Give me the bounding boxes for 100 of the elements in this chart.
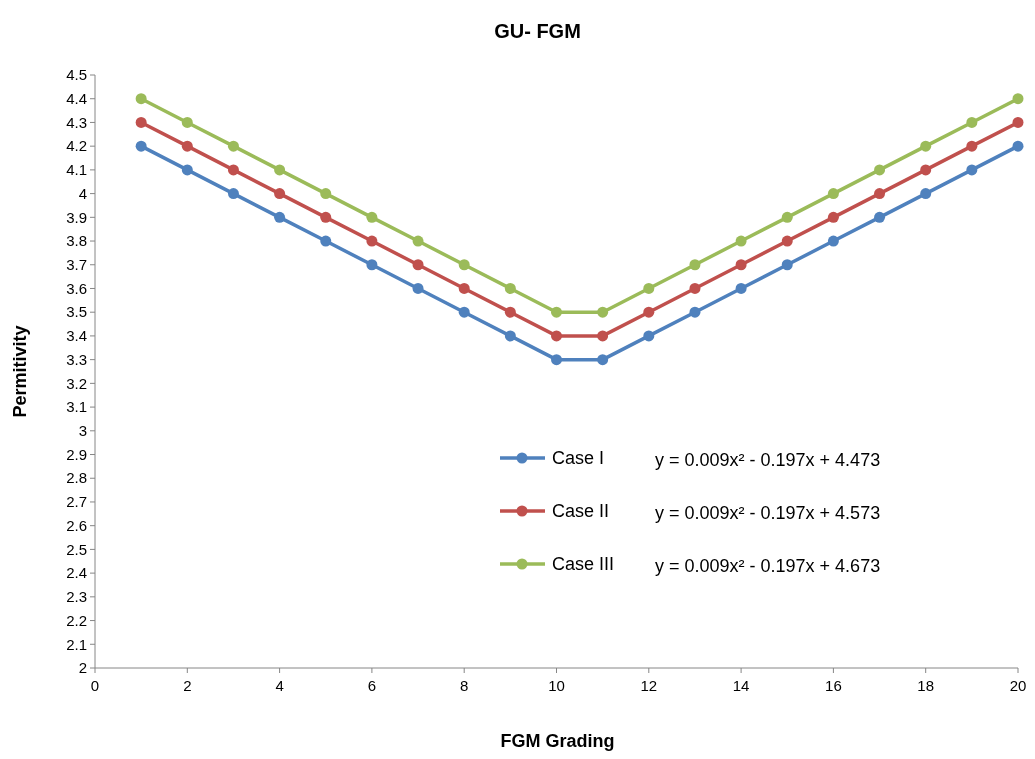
point	[320, 211, 332, 223]
legend-label: Case II	[552, 501, 610, 522]
point	[966, 140, 978, 152]
point	[412, 282, 424, 294]
point	[1012, 116, 1024, 128]
point	[458, 259, 470, 271]
x-tick-label: 10	[548, 677, 565, 694]
point	[689, 282, 701, 294]
point	[551, 354, 562, 366]
point	[643, 330, 655, 342]
point	[781, 211, 793, 223]
point	[504, 306, 516, 318]
point	[412, 235, 424, 247]
y-tick-label: 3.5	[66, 303, 87, 321]
x-tick-label: 20	[1009, 677, 1027, 694]
annotation: y = 0.009x² - 0.197x + 4.673	[655, 556, 881, 577]
point	[458, 306, 470, 318]
point	[874, 164, 886, 176]
point	[458, 282, 470, 294]
legend-label: Case III	[552, 554, 615, 575]
y-tick-label: 2.5	[66, 540, 87, 558]
point	[1012, 93, 1024, 105]
point	[735, 282, 747, 294]
annotation: y = 0.009x² - 0.197x + 4.473	[655, 450, 881, 471]
point	[735, 235, 747, 247]
point	[227, 164, 239, 176]
y-tick-label: 2	[78, 659, 87, 677]
chart-title: GU- FGM	[494, 20, 581, 42]
x-tick-label: 16	[825, 677, 842, 694]
point	[366, 235, 378, 247]
y-tick-label: 2.7	[66, 493, 87, 511]
y-tick-label: 2.8	[66, 469, 87, 487]
point	[827, 188, 839, 200]
y-tick-label: 4.3	[66, 113, 87, 131]
point	[412, 259, 424, 271]
y-tick-label: 3.6	[66, 279, 87, 297]
point	[689, 306, 701, 318]
point	[320, 235, 332, 247]
point	[920, 188, 932, 200]
y-tick-label: 4	[78, 184, 87, 202]
point	[966, 116, 978, 128]
point	[135, 116, 147, 128]
point	[597, 306, 609, 318]
y-tick-label: 3	[78, 422, 87, 440]
point	[181, 116, 193, 128]
x-tick-label: 18	[917, 677, 935, 694]
y-tick-label: 4.1	[66, 161, 87, 179]
point	[227, 188, 239, 200]
point	[966, 164, 978, 176]
point	[827, 235, 839, 247]
point	[597, 330, 609, 342]
y-tick-label: 2.9	[66, 445, 87, 463]
point	[643, 306, 655, 318]
y-tick-label: 3.7	[66, 256, 87, 274]
point	[735, 259, 747, 271]
x-tick-label: 0	[90, 677, 100, 694]
y-tick-label: 3.9	[66, 208, 87, 226]
y-tick-label: 4.2	[66, 137, 87, 155]
point	[827, 211, 839, 223]
point	[781, 235, 793, 247]
point	[320, 188, 332, 200]
legend-label: Case I	[552, 448, 605, 469]
x-tick-label: 4	[275, 677, 284, 694]
x-tick-label: 2	[183, 677, 192, 694]
y-tick-label: 3.1	[66, 398, 87, 416]
y-tick-label: 3.4	[66, 327, 87, 345]
y-tick-label: 3.3	[66, 350, 87, 368]
y-tick-label: 4.5	[66, 66, 87, 84]
point	[181, 140, 193, 152]
point	[920, 164, 932, 176]
x-tick-label: 14	[732, 677, 750, 694]
point	[551, 306, 562, 318]
point	[366, 211, 378, 223]
annotation: y = 0.009x² - 0.197x + 4.573	[655, 503, 881, 524]
point	[274, 188, 286, 200]
point	[689, 259, 701, 271]
point	[274, 211, 286, 223]
point	[274, 164, 286, 176]
y-tick-label: 2.2	[66, 611, 87, 629]
point	[597, 354, 609, 366]
point	[504, 330, 516, 342]
point	[874, 188, 886, 200]
y-tick-label: 2.6	[66, 516, 87, 534]
y-tick-label: 2.4	[66, 564, 87, 582]
y-tick-label: 4.4	[66, 89, 87, 107]
point	[135, 140, 147, 152]
x-tick-label: 12	[640, 677, 658, 694]
y-axis-title: Permitivity	[10, 325, 30, 418]
point	[227, 140, 239, 152]
y-tick-label: 2.1	[66, 635, 87, 653]
point	[504, 282, 516, 294]
point	[874, 211, 886, 223]
point	[181, 164, 193, 176]
x-tick-label: 6	[367, 677, 377, 694]
x-axis-title: FGM Grading	[500, 731, 615, 751]
point	[920, 140, 932, 152]
y-tick-label: 2.3	[66, 588, 87, 606]
y-tick-label: 3.8	[66, 232, 87, 250]
point	[643, 282, 655, 294]
point	[366, 259, 378, 271]
